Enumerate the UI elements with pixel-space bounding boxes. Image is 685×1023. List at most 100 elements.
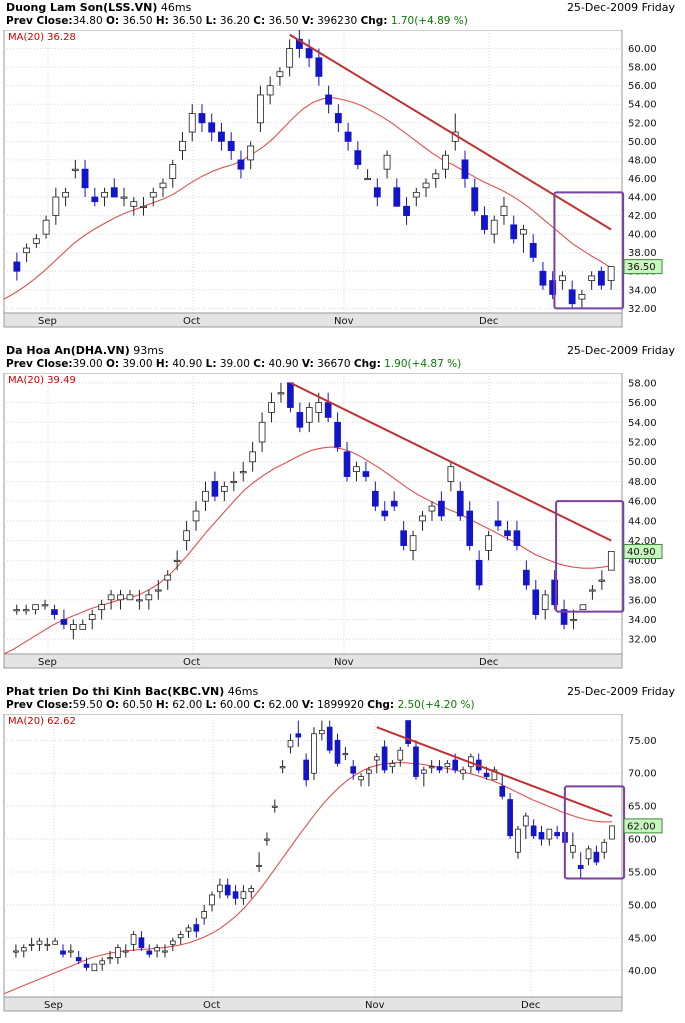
candle — [413, 740, 419, 780]
candle — [305, 402, 313, 433]
candle — [436, 760, 443, 774]
candle — [471, 178, 479, 216]
candle-body — [268, 402, 275, 413]
candle-body — [400, 530, 407, 546]
candle-body — [607, 551, 615, 571]
candle — [202, 481, 209, 512]
candle — [343, 442, 351, 482]
resistance-trendline — [289, 33, 612, 231]
y-tick-label: 50.00 — [628, 900, 657, 911]
candle — [403, 197, 410, 225]
candle — [494, 501, 502, 531]
candle — [287, 733, 294, 754]
last-price-tag — [623, 818, 663, 834]
candle — [44, 937, 51, 951]
candle-body — [13, 609, 21, 612]
candle-body — [162, 950, 168, 953]
candle-body — [110, 187, 118, 198]
candle — [258, 412, 266, 452]
candle — [381, 740, 388, 774]
candle-body — [126, 594, 134, 601]
candle — [41, 599, 49, 610]
candle — [397, 746, 404, 767]
candle-body — [266, 85, 274, 96]
candle — [490, 215, 498, 244]
price-chart: 32.0034.0036.0038.0040.0042.0044.0046.00… — [3, 30, 663, 328]
candle-body — [381, 746, 388, 771]
candle-body — [568, 289, 576, 305]
candle — [389, 760, 396, 774]
candle-body — [247, 145, 255, 161]
quote-line: Prev Close:59.50 O: 60.50 H: 62.00 L: 60… — [6, 699, 475, 711]
candle — [597, 266, 605, 290]
y-tick-label: 58.00 — [628, 63, 657, 74]
candle-body — [577, 864, 584, 870]
x-axis-band — [3, 653, 623, 669]
candle-body — [490, 219, 498, 235]
candle — [173, 550, 181, 571]
candle-body — [20, 947, 27, 952]
candle-body — [541, 594, 549, 611]
y-tick-label: 50.00 — [628, 457, 657, 468]
candle — [177, 931, 184, 945]
candle-body — [295, 38, 303, 49]
candle — [13, 604, 21, 615]
candle-body — [193, 924, 200, 932]
candle-body — [44, 943, 51, 946]
candle-body — [549, 280, 557, 295]
candle — [201, 904, 208, 925]
candle-body — [130, 934, 137, 945]
candle — [117, 589, 124, 610]
candle — [568, 280, 576, 309]
candle — [405, 720, 411, 747]
candle-body — [287, 382, 294, 408]
x-tick-label: Sep — [38, 316, 57, 327]
candle — [607, 551, 615, 571]
candle — [295, 30, 303, 58]
candle — [81, 159, 89, 198]
candle — [325, 85, 333, 114]
candle-body — [539, 270, 547, 286]
candle-body — [444, 762, 451, 768]
candle — [179, 132, 186, 160]
candle-body — [130, 201, 138, 207]
candle-body — [558, 275, 566, 281]
candle — [422, 178, 430, 198]
candle-body — [42, 219, 50, 235]
candle-body — [295, 733, 302, 738]
candle-body — [149, 191, 157, 198]
candle — [513, 520, 521, 551]
y-tick-label: 56.00 — [628, 81, 657, 92]
candle-body — [81, 168, 89, 189]
candle — [461, 150, 469, 188]
candle — [239, 461, 247, 482]
candle — [560, 599, 568, 630]
candle — [358, 773, 364, 787]
y-tick-label: 32.00 — [628, 635, 657, 646]
candle-body — [585, 848, 592, 860]
candle — [538, 825, 545, 846]
candle — [13, 252, 21, 281]
candle-body — [475, 559, 483, 586]
candle-body — [99, 960, 106, 965]
candle-body — [413, 746, 419, 777]
y-tick-label: 42.00 — [628, 536, 657, 547]
candle-body — [154, 947, 160, 952]
candle-body — [230, 481, 238, 484]
candle-body — [579, 604, 587, 611]
candle-body — [41, 604, 49, 607]
candle-body — [217, 884, 223, 893]
candle — [60, 609, 68, 630]
candle-body — [164, 574, 172, 581]
candle — [315, 48, 323, 86]
candle-body — [75, 957, 82, 962]
candle-body — [483, 772, 490, 777]
candle-body — [507, 799, 513, 837]
candle-body — [240, 891, 247, 899]
candle-body — [432, 173, 440, 179]
candle — [466, 501, 474, 551]
candle — [256, 85, 264, 133]
y-tick-label: 70.00 — [628, 769, 657, 780]
candle-body — [169, 164, 177, 179]
y-tick-label: 46.00 — [628, 497, 657, 508]
